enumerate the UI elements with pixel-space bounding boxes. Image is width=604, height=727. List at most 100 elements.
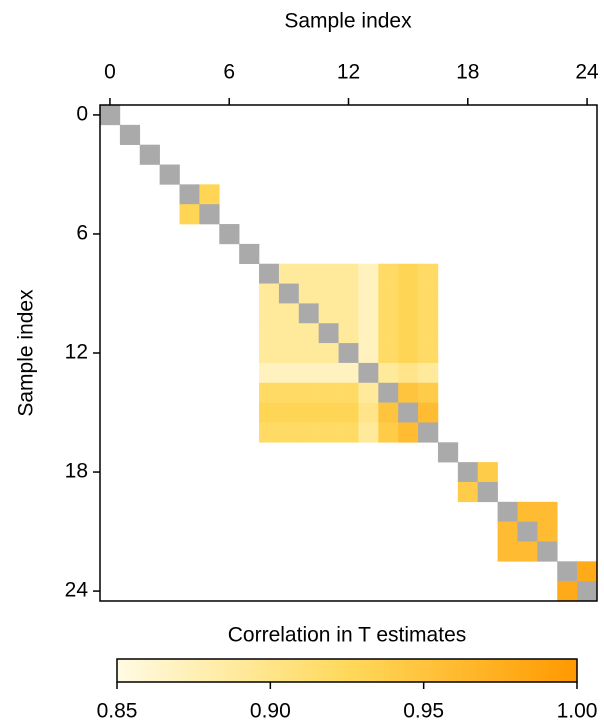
diagonal-cell (577, 581, 598, 602)
diagonal-cell (457, 462, 479, 483)
heatmap-cell (358, 303, 379, 324)
heatmap-cell (318, 382, 339, 403)
diagonal-cell (199, 204, 220, 225)
colorbar-tick-label: 0.90 (250, 700, 291, 723)
heatmap-cell (298, 283, 319, 304)
heatmap-cell (378, 263, 399, 284)
diagonal-cell (398, 402, 419, 423)
heatmap-cell (378, 283, 399, 304)
diagonal-cell (537, 541, 558, 562)
diagonal-cell (298, 303, 319, 324)
heatmap-cell (278, 382, 300, 403)
heatmap-cell (378, 362, 399, 384)
heatmap-cell (298, 402, 319, 423)
diagonal-cell (139, 144, 160, 165)
heatmap-cell (398, 382, 419, 403)
heatmap-cell (398, 362, 419, 384)
diagonal-cell (278, 283, 300, 304)
diagonal-cell (159, 164, 180, 185)
colorbar (116, 658, 578, 683)
heatmap-cell (298, 362, 319, 384)
heatmap-cell (338, 263, 359, 284)
diagonal-cell (437, 442, 459, 463)
x-tick-label: 24 (575, 61, 599, 84)
heatmap-cell (278, 303, 300, 324)
heatmap-cell (398, 343, 419, 364)
diagonal-cell (100, 105, 121, 126)
heatmap-cell (418, 343, 439, 364)
y-tick-label: 0 (76, 102, 88, 125)
heatmap-cell (517, 541, 538, 562)
heatmap-cell (358, 323, 379, 344)
heatmap-cell (398, 422, 419, 443)
diagonal-cell (378, 382, 399, 403)
heatmap-cell (398, 323, 419, 344)
heatmap-cell (517, 501, 538, 522)
heatmap-cell (358, 402, 379, 423)
diagonal-cell (418, 422, 439, 443)
heatmap-cell (318, 422, 339, 443)
diagonal-cell (338, 343, 359, 364)
heatmap-cell (199, 184, 220, 205)
colorbar-tick-label: 1.00 (557, 700, 598, 723)
heatmap-cell (338, 303, 359, 324)
heatmap-cell (358, 283, 379, 304)
colorbar-title: Correlation in T estimates (228, 624, 467, 647)
colorbar-tick-label: 0.85 (97, 700, 138, 723)
heatmap-cell (497, 521, 518, 542)
x-axis-title: Sample index (284, 10, 412, 33)
heatmap-cell (477, 462, 498, 483)
heatmap-cell (259, 362, 280, 384)
heatmap-cell (398, 263, 419, 284)
heatmap-cell (278, 343, 300, 364)
heatmap-cell (278, 422, 300, 443)
diagonal-cell (219, 224, 240, 245)
heatmap-cell (259, 343, 280, 364)
heatmap-cell (278, 263, 300, 284)
heatmap-cell (537, 521, 558, 542)
heatmap-cell (378, 422, 399, 443)
x-tick-label: 0 (104, 61, 116, 84)
heatmap-cell (318, 343, 339, 364)
diagonal-cell (259, 263, 280, 284)
heatmap-cell (537, 501, 558, 522)
heatmap-cell (259, 303, 280, 324)
heatmap-cell (298, 382, 319, 403)
diagonal-cell (179, 184, 200, 205)
diagonal-cell (119, 124, 141, 145)
heatmap-cell (418, 303, 439, 324)
diagonal-cell (239, 243, 260, 265)
heatmap-cell (298, 263, 319, 284)
heatmap-cell (298, 323, 319, 344)
heatmap-cell (338, 362, 359, 384)
heatmap-cell (259, 323, 280, 344)
heatmap-cell (298, 422, 319, 443)
colorbar-tick-label: 0.95 (403, 700, 444, 723)
y-tick-label: 24 (65, 579, 89, 602)
heatmap-cell (259, 402, 280, 423)
heatmap-cell (378, 343, 399, 364)
y-tick-label: 18 (65, 460, 88, 483)
heatmap-cell (378, 303, 399, 324)
heatmap-cell (298, 343, 319, 364)
heatmap-cell (577, 561, 598, 582)
y-axis-title: Sample index (15, 289, 38, 417)
heatmap-cell (418, 402, 439, 423)
heatmap-cell (418, 263, 439, 284)
diagonal-cell (517, 521, 538, 542)
heatmap-cell (278, 402, 300, 423)
heatmap-cell (358, 422, 379, 443)
heatmap-cell (259, 382, 280, 403)
heatmap-cell (418, 362, 439, 384)
heatmap-cell (497, 541, 518, 562)
diagonal-cell (358, 362, 379, 384)
heatmap-cell (179, 204, 200, 225)
heatmap-cell (418, 382, 439, 403)
heatmap-cell (358, 343, 379, 364)
heatmap-cell (318, 402, 339, 423)
heatmap-cell (418, 283, 439, 304)
heatmap-cell (418, 323, 439, 344)
heatmap-cell (318, 362, 339, 384)
heatmap-cell (259, 283, 280, 304)
